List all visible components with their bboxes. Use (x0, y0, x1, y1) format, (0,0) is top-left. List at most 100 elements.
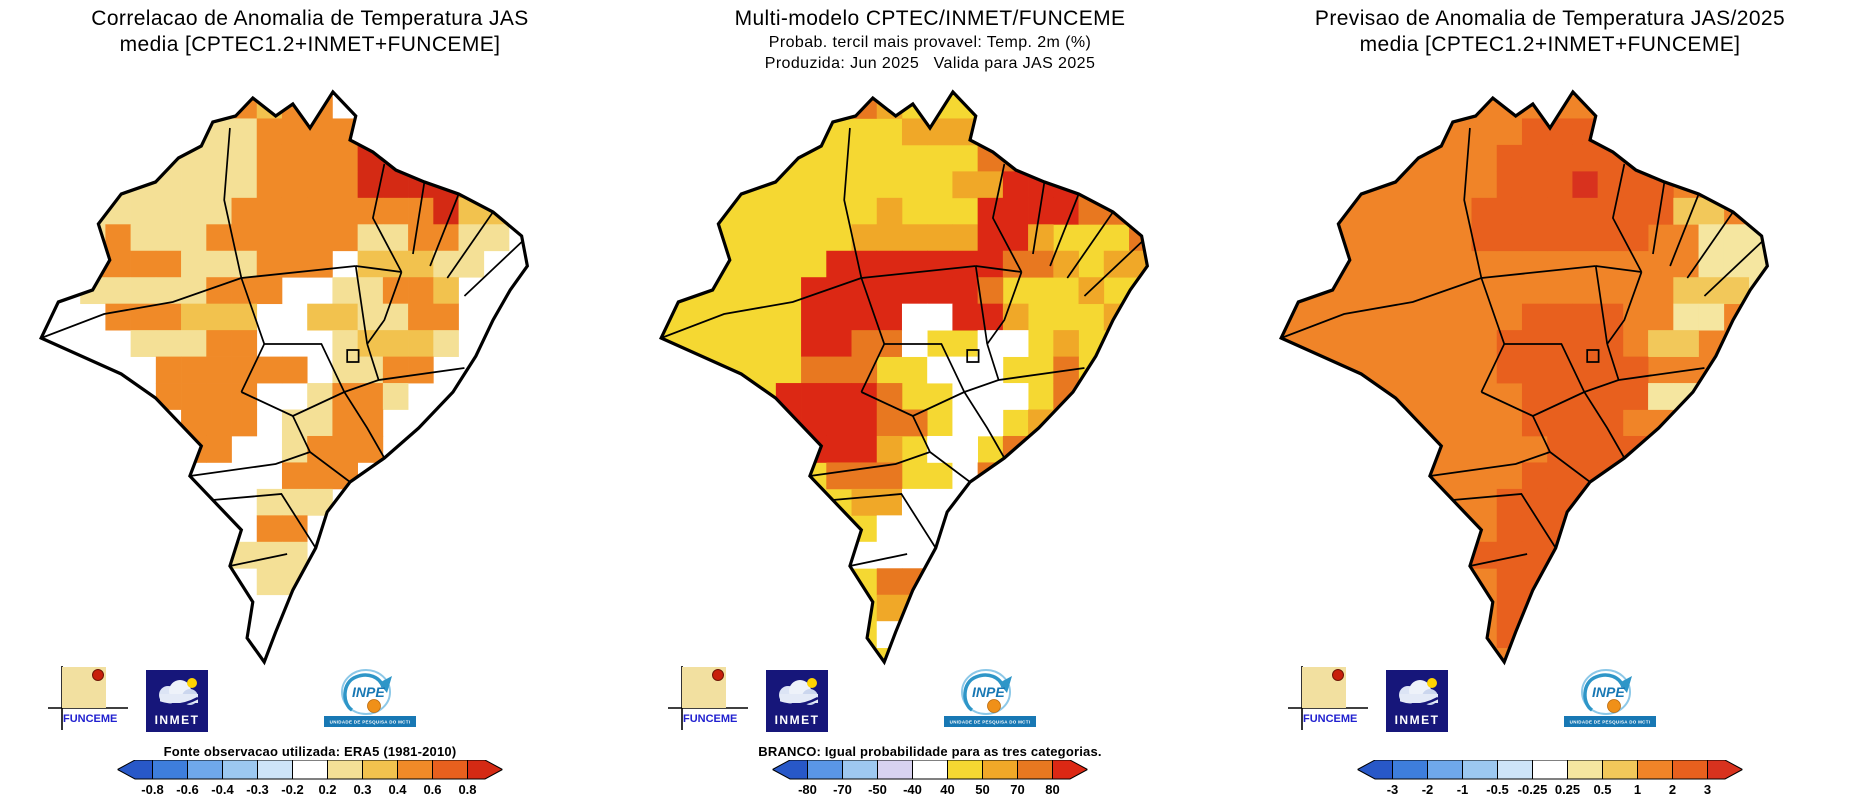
map-cell (1622, 144, 1649, 172)
map-cell (826, 383, 852, 410)
map-cell (357, 409, 384, 437)
map-cell (1547, 224, 1573, 252)
colorbar-segment (257, 759, 293, 780)
map-cell (826, 250, 852, 278)
map-cell (876, 515, 903, 543)
map-cell (54, 224, 81, 252)
colorbar-tick-label: 0.25 (1555, 782, 1580, 797)
map-cell (1496, 171, 1523, 199)
map-cell (181, 303, 207, 331)
map-cell (408, 224, 434, 252)
state-border (861, 265, 976, 279)
map-cell (281, 541, 308, 569)
map-cell (801, 303, 827, 331)
inpe-swoosh-icon (1583, 673, 1625, 712)
state-border (1612, 163, 1643, 273)
map-cell (1521, 224, 1548, 252)
map-cell (332, 277, 358, 305)
map-cell (901, 621, 928, 649)
inpe-label: INPE (352, 684, 385, 700)
colorbar-probability: -80 -70 -50 -40 40 50 70 80 (771, 759, 1089, 805)
map-cell (826, 462, 852, 490)
map-cell (433, 250, 459, 278)
state-border (1481, 265, 1596, 279)
map-cell (1597, 224, 1624, 252)
map-cell (130, 197, 157, 225)
map-cell (851, 356, 878, 384)
map-cell (927, 568, 953, 596)
map-cell (1597, 197, 1624, 225)
map-cell (307, 250, 333, 278)
map-cell (927, 356, 953, 384)
state-border (212, 493, 317, 549)
map-cell (952, 356, 978, 384)
map-cell (332, 224, 358, 252)
map-cell (1572, 197, 1598, 225)
map-cell (876, 303, 903, 331)
state-border (975, 265, 1022, 273)
map-cell (851, 330, 878, 357)
colorbar-tick-label: 0.3 (353, 782, 371, 797)
map-cell (1028, 224, 1054, 252)
map-cell (332, 144, 358, 172)
map-cell (357, 171, 384, 199)
state-border (1049, 193, 1080, 267)
map-cell (155, 383, 182, 410)
map-cell (382, 144, 409, 172)
map-cell (927, 435, 953, 463)
colorbar-segment (1356, 759, 1393, 780)
colorbar-tick-label: -50 (868, 782, 887, 797)
map-cell (206, 409, 232, 437)
map-cell (181, 224, 207, 252)
colorbar-tick-label: -0.3 (246, 782, 268, 797)
map-cell (901, 118, 928, 146)
map-cell (332, 197, 358, 225)
state-border (366, 343, 465, 381)
map-cell (382, 383, 409, 410)
state-border (241, 265, 356, 279)
map-cell (41, 224, 56, 252)
state-border (1083, 241, 1143, 297)
map-cell (826, 435, 852, 463)
map-cell (256, 224, 283, 252)
map-cell (1521, 303, 1548, 331)
map-cell (332, 171, 358, 199)
map-cell (1547, 356, 1573, 384)
title-line-2: Probab. tercil mais provavel: Temp. 2m (… (768, 34, 1092, 51)
state-border (1583, 391, 1626, 459)
state-border (229, 553, 288, 567)
map-cell (876, 488, 903, 516)
inpe-swoosh-icon (963, 673, 1005, 712)
map-cell (1521, 462, 1548, 490)
colorbar-tick-label: -3 (1387, 782, 1399, 797)
map-cell (1547, 435, 1573, 463)
map-cell (307, 118, 333, 146)
map-cell (1547, 171, 1573, 199)
map-cell (307, 383, 333, 410)
map-cell (130, 330, 157, 357)
map-cell (927, 224, 953, 252)
inmet-logo: INMET (146, 670, 208, 737)
map-cell (307, 435, 333, 463)
state-border (446, 211, 494, 279)
map-cell (1496, 594, 1523, 622)
inpe-banner-label: UNIDADE DE PESQUISA DO MCTI (330, 720, 411, 725)
colorbar-segment (397, 759, 433, 780)
colorbar-segment (982, 759, 1018, 780)
inmet-swirl-icon (1395, 696, 1439, 707)
title-line-2: media [CPTEC1.2+INMET+FUNCEME] (1359, 33, 1741, 56)
map-cell (801, 383, 827, 410)
map-cell (357, 224, 384, 252)
map-cell (181, 330, 207, 357)
map-cell (927, 303, 953, 331)
colorbar-tick-label: -0.6 (176, 782, 198, 797)
map-cell (1673, 303, 1699, 331)
map-cell (901, 277, 928, 305)
colorbar-tick-label: 0.6 (423, 782, 441, 797)
inmet-cloud-icon (160, 694, 198, 703)
inmet-logo: INMET (766, 670, 828, 737)
map-cell (281, 224, 308, 252)
map-cell (1572, 171, 1598, 199)
map-cell (80, 144, 106, 172)
